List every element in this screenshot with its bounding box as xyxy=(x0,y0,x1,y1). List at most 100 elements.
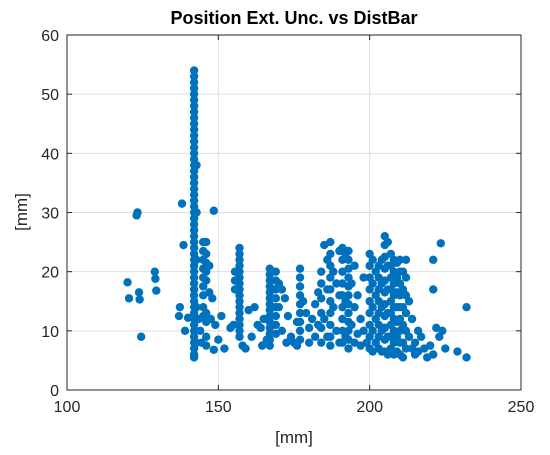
data-point xyxy=(271,311,281,321)
data-point xyxy=(344,246,353,256)
data-point xyxy=(189,273,199,282)
data-point xyxy=(344,255,353,265)
data-point xyxy=(235,249,244,259)
data-point xyxy=(235,320,244,330)
data-point xyxy=(401,273,411,282)
data-point xyxy=(356,314,365,324)
data-point xyxy=(436,239,445,248)
data-point xyxy=(265,341,274,350)
data-point xyxy=(189,184,199,194)
data-point xyxy=(265,335,274,344)
data-point xyxy=(368,326,377,336)
data-point xyxy=(283,311,293,321)
data-point xyxy=(217,311,226,321)
data-point xyxy=(326,249,335,259)
data-point xyxy=(401,255,411,265)
data-point xyxy=(134,288,144,297)
data-point xyxy=(235,308,244,318)
data-point xyxy=(429,285,438,294)
data-point xyxy=(304,338,314,347)
x-tick-label: 100 xyxy=(54,399,81,416)
data-point xyxy=(235,279,244,288)
y-tick-label: 0 xyxy=(50,383,59,400)
data-point xyxy=(295,273,305,282)
data-point xyxy=(326,341,335,350)
data-point xyxy=(209,206,218,215)
data-point xyxy=(398,353,408,362)
data-point xyxy=(347,279,356,288)
data-point xyxy=(265,276,274,285)
data-point xyxy=(304,323,314,333)
data-point xyxy=(189,226,199,235)
x-axis-ticks: 100 150 200 250 xyxy=(54,35,534,416)
data-point xyxy=(235,332,244,341)
data-point xyxy=(174,311,184,321)
data-point xyxy=(329,267,338,276)
data-point xyxy=(277,285,287,294)
y-axis-ticks: 0 10 20 30 40 50 60 xyxy=(41,28,521,400)
data-point xyxy=(332,326,341,336)
data-point xyxy=(152,286,161,295)
data-point xyxy=(189,78,199,87)
data-point xyxy=(295,308,305,318)
data-point xyxy=(404,332,414,341)
data-point xyxy=(189,326,199,336)
data-point xyxy=(350,302,359,312)
data-point xyxy=(206,314,215,324)
data-point xyxy=(462,302,471,312)
data-point xyxy=(202,237,211,247)
data-point xyxy=(189,353,199,362)
data-point xyxy=(295,317,305,327)
data-point xyxy=(344,344,353,353)
data-point xyxy=(326,237,335,247)
data-point xyxy=(353,291,362,300)
data-point xyxy=(202,332,211,341)
data-point xyxy=(235,273,244,282)
x-tick-label: 150 xyxy=(205,399,232,416)
scatter-points xyxy=(123,66,471,362)
data-point xyxy=(426,341,435,350)
y-tick-label: 30 xyxy=(41,206,59,223)
data-point xyxy=(295,264,305,273)
data-point xyxy=(326,332,335,341)
data-point xyxy=(189,196,199,205)
data-point xyxy=(429,350,438,359)
data-point xyxy=(189,119,199,128)
data-point xyxy=(175,302,185,312)
data-point xyxy=(326,285,335,294)
data-point xyxy=(271,267,281,276)
y-axis-label: [mm] xyxy=(12,193,31,231)
data-point xyxy=(208,294,217,303)
data-point xyxy=(317,338,326,347)
data-point xyxy=(189,101,199,111)
data-point xyxy=(189,231,199,241)
y-tick-label: 50 xyxy=(41,87,59,104)
data-point xyxy=(326,320,335,330)
data-point xyxy=(462,353,471,362)
data-point xyxy=(189,131,199,140)
data-point xyxy=(410,338,420,347)
data-point xyxy=(136,332,146,341)
data-point xyxy=(133,208,142,217)
data-point xyxy=(189,66,199,75)
data-point xyxy=(189,149,199,158)
data-point xyxy=(189,107,199,117)
data-point xyxy=(320,314,329,324)
data-point xyxy=(344,308,353,318)
data-point xyxy=(282,338,291,347)
data-point xyxy=(271,294,281,303)
data-point xyxy=(151,274,160,283)
data-point xyxy=(416,332,426,341)
data-point xyxy=(368,255,377,265)
data-point xyxy=(189,95,199,105)
data-point xyxy=(220,344,229,353)
data-point xyxy=(235,261,244,270)
data-point xyxy=(177,199,187,208)
data-point xyxy=(401,344,411,353)
data-point xyxy=(250,302,259,312)
data-point xyxy=(189,220,199,229)
data-point xyxy=(235,243,244,253)
data-point xyxy=(189,267,199,276)
data-point xyxy=(202,341,211,350)
data-point xyxy=(189,285,199,294)
